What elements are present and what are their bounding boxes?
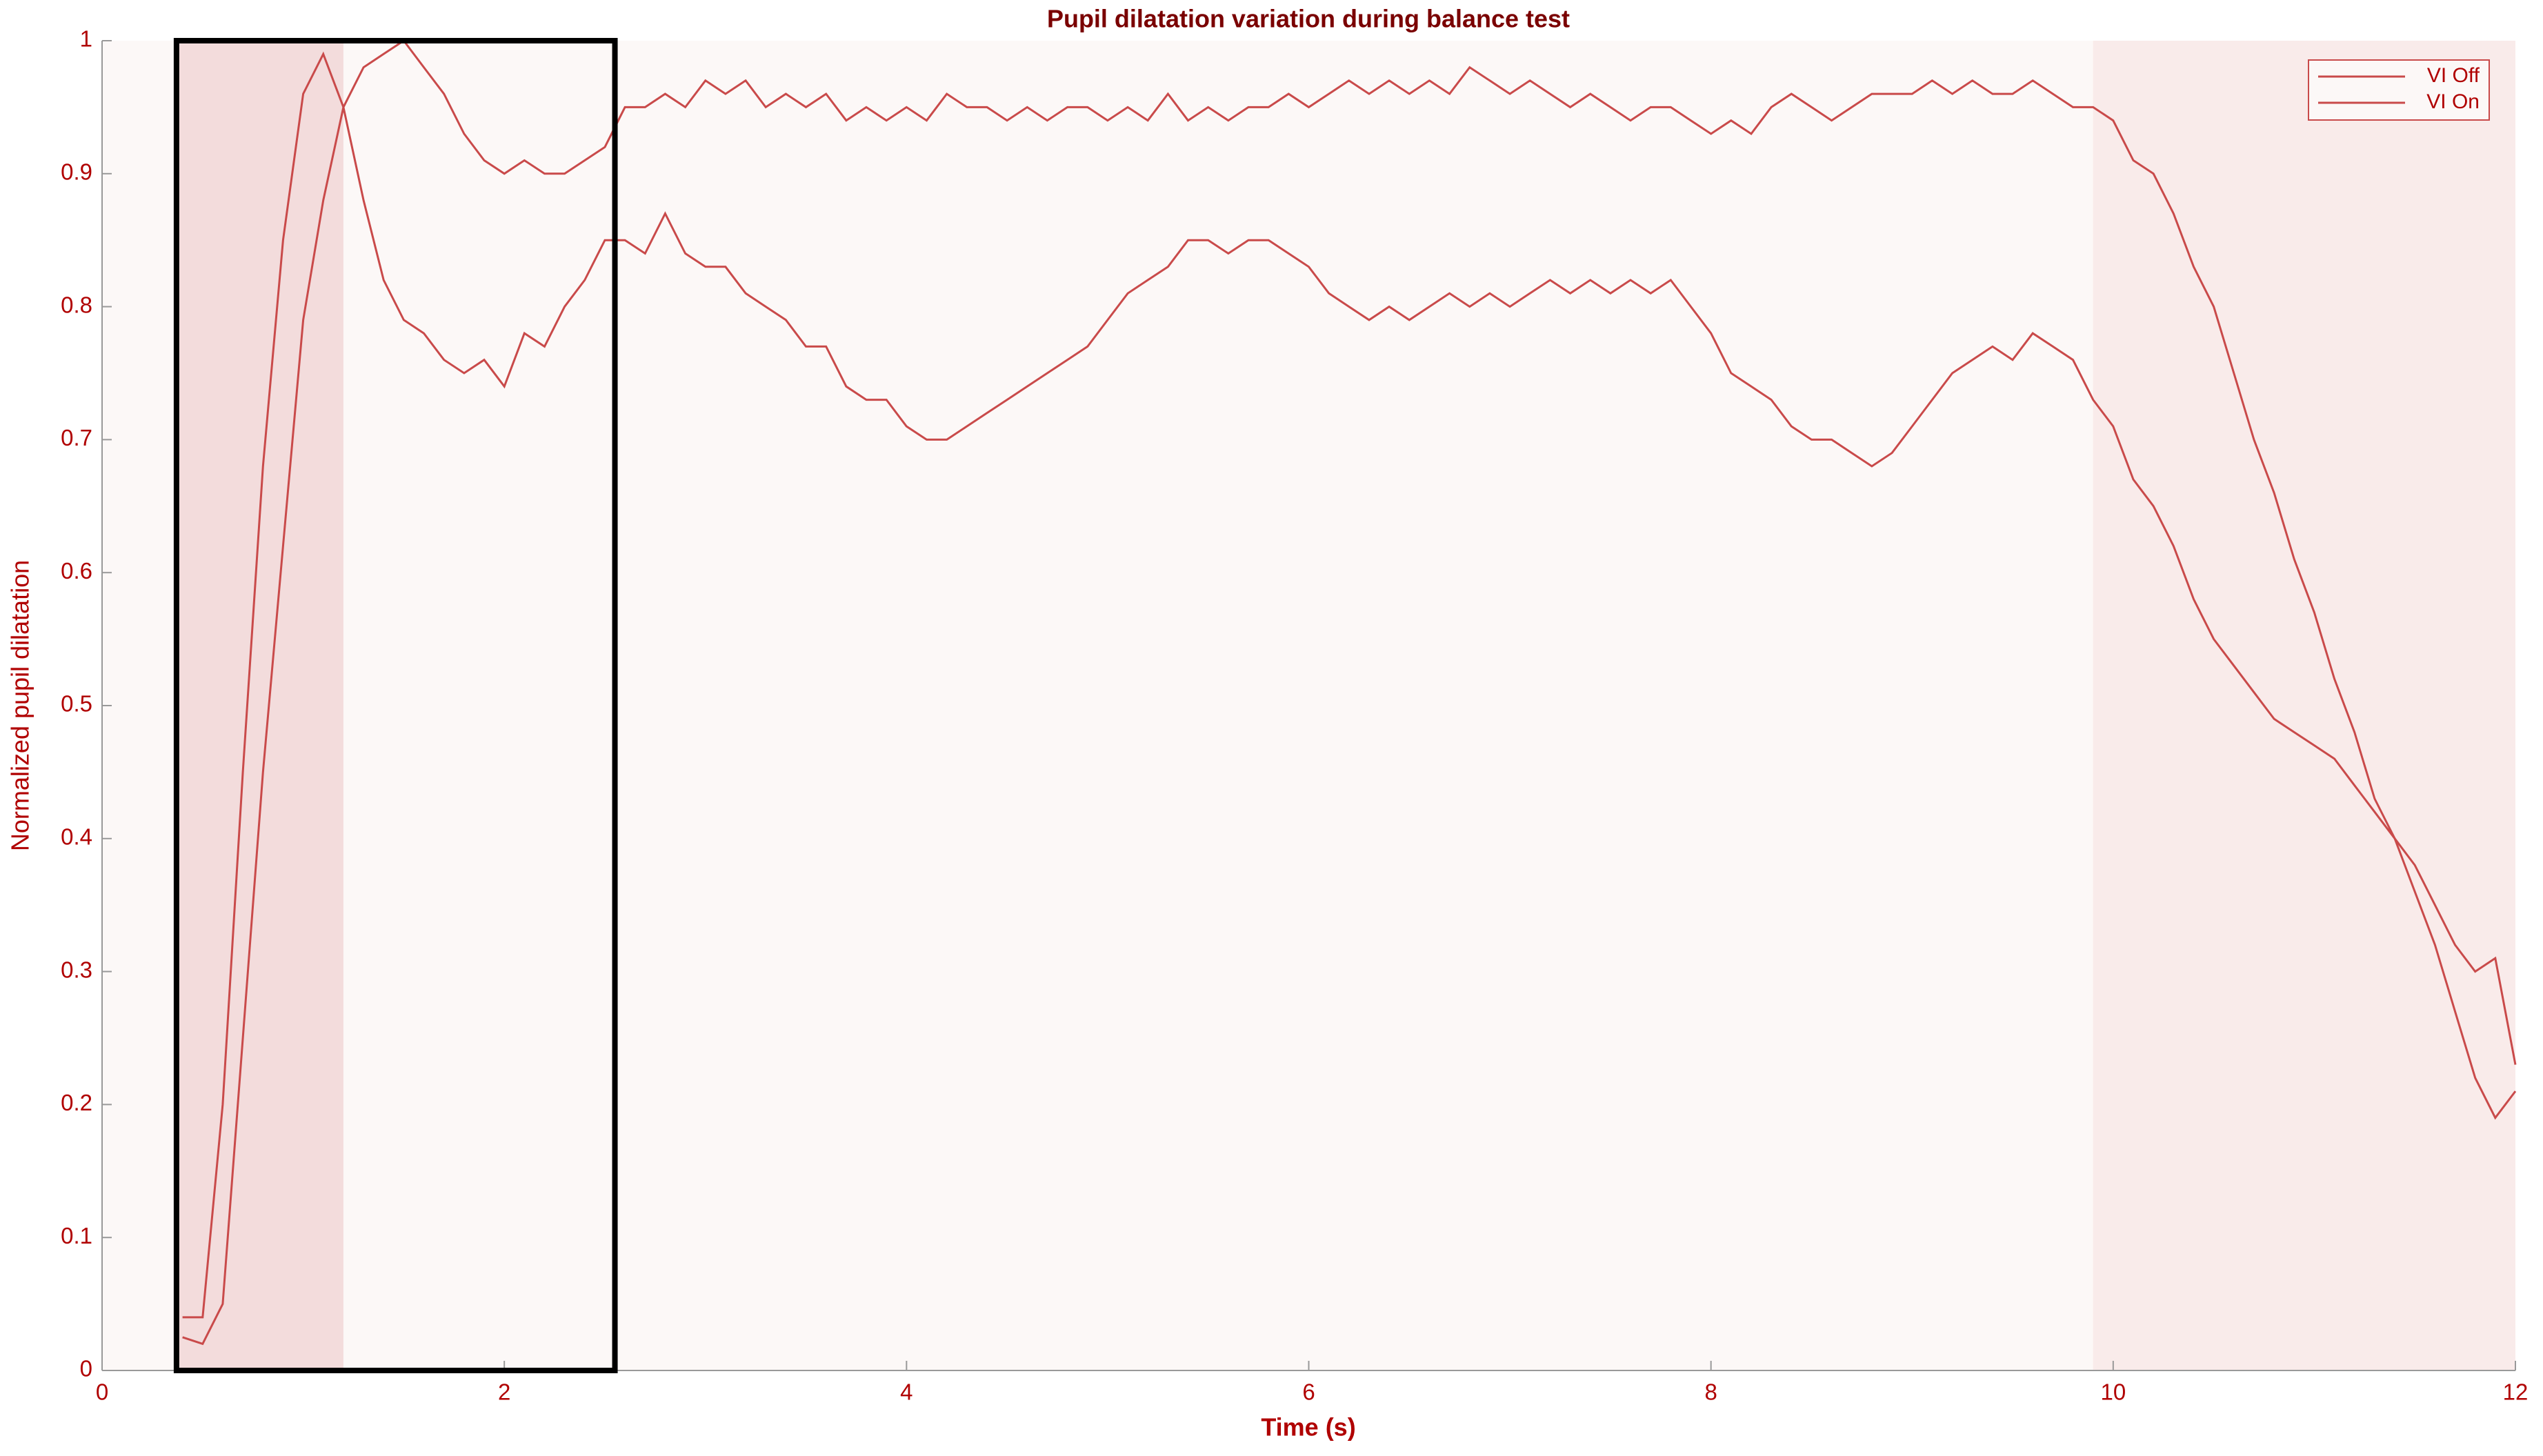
y-tick-label: 0.4 <box>61 824 92 850</box>
y-tick-label: 0 <box>80 1356 92 1382</box>
x-tick-label: 4 <box>900 1379 913 1405</box>
y-tick-label: 0.6 <box>61 558 92 584</box>
shaded-span <box>176 41 343 1370</box>
legend-box <box>2308 59 2490 121</box>
x-tick-label: 8 <box>1704 1379 1717 1405</box>
x-tick-label: 10 <box>2100 1379 2126 1405</box>
y-tick-label: 1 <box>80 26 92 52</box>
x-tick-label: 6 <box>1302 1379 1315 1405</box>
chart-title: Pupil dilatation variation during balanc… <box>1047 5 1570 33</box>
x-tick-label: 2 <box>498 1379 510 1405</box>
y-tick-label: 0.3 <box>61 957 92 982</box>
legend-label: VI On <box>2426 90 2480 113</box>
highlight-box <box>173 38 618 1373</box>
x-tick-label: 0 <box>96 1379 108 1405</box>
y-tick-label: 0.8 <box>61 292 92 317</box>
legend-label: VI Off <box>2427 64 2480 87</box>
x-tick-label: 12 <box>2503 1379 2529 1405</box>
y-tick-label: 0.9 <box>61 159 92 185</box>
y-axis-label: Normalized pupil dilatation <box>6 560 34 851</box>
y-tick-label: 0.7 <box>61 425 92 450</box>
y-tick-label: 0.5 <box>61 691 92 717</box>
series-line <box>182 39 2517 1346</box>
y-tick-label: 0.2 <box>61 1090 92 1115</box>
x-axis-label: Time (s) <box>1261 1413 1355 1442</box>
shaded-span <box>2093 41 2515 1370</box>
series-line <box>182 51 2517 1319</box>
y-tick-label: 0.1 <box>61 1223 92 1248</box>
